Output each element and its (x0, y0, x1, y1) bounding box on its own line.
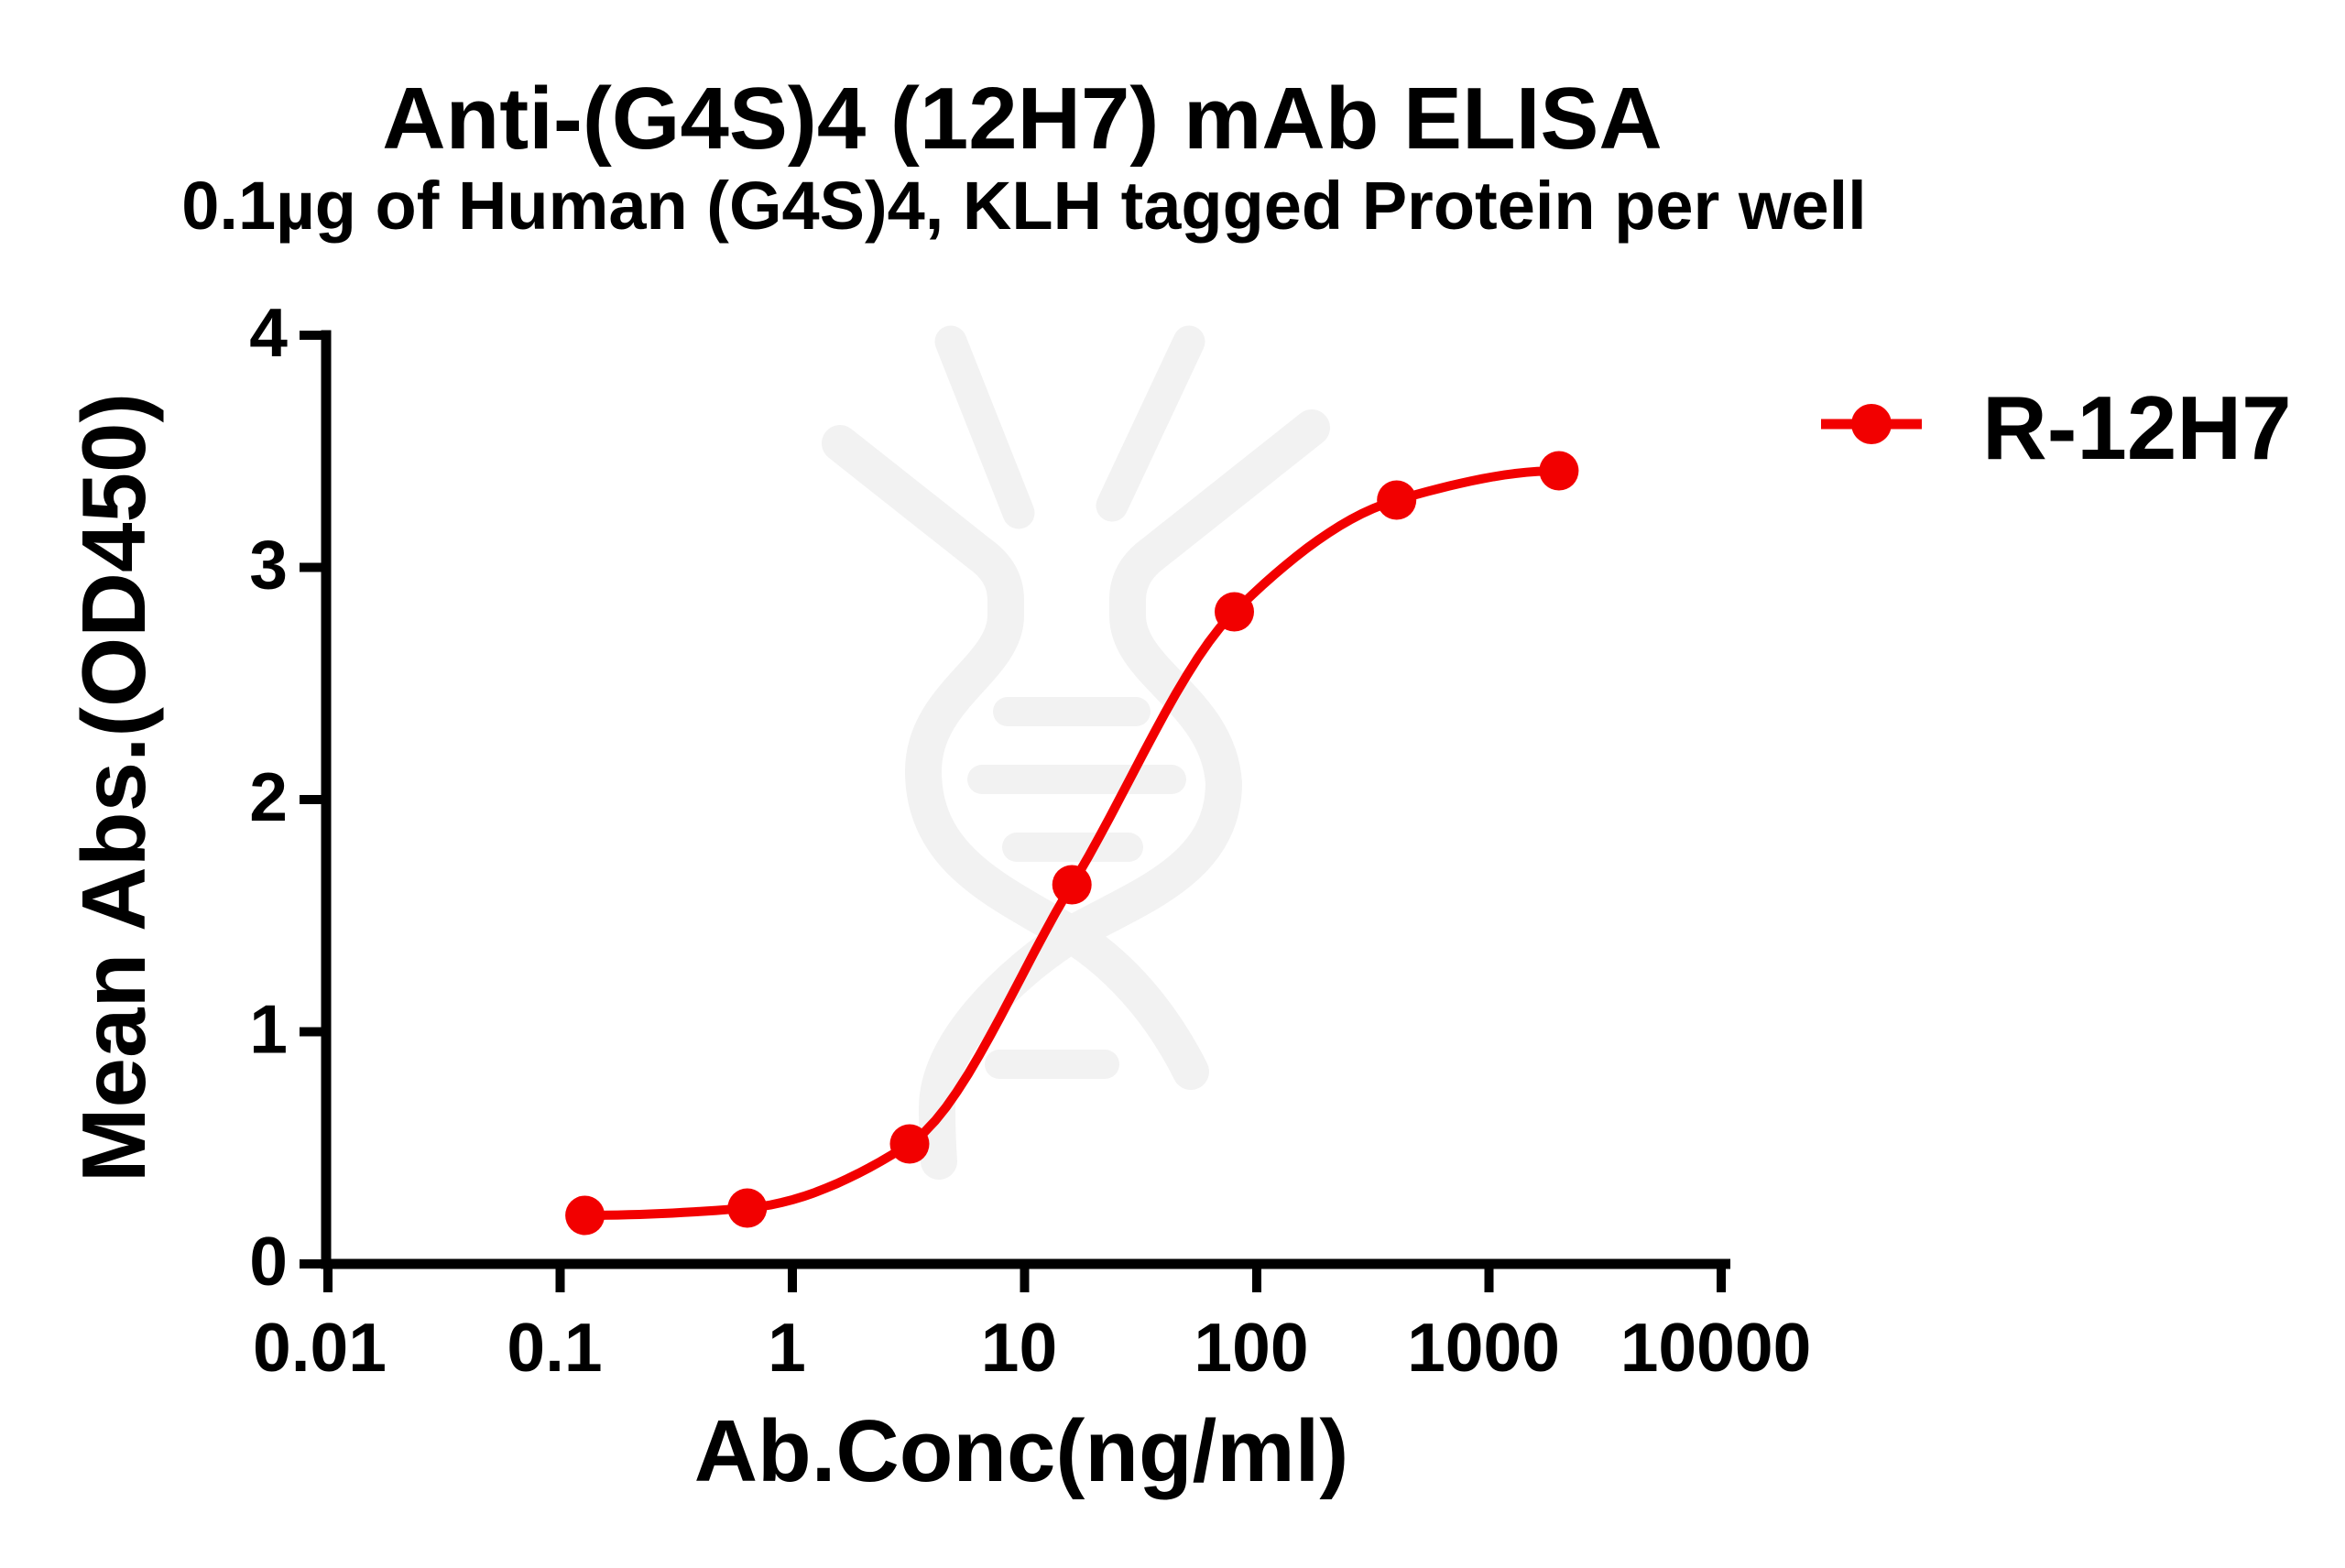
svg-text:0.1µg of Human (G4S)4, KLH tag: 0.1µg of Human (G4S)4, KLH tagged Protei… (181, 168, 1866, 244)
svg-text:0.1: 0.1 (507, 1309, 602, 1386)
svg-text:3: 3 (249, 527, 288, 604)
svg-text:2: 2 (249, 758, 288, 835)
svg-text:Ab.Conc(ng/ml): Ab.Conc(ng/ml) (694, 1402, 1349, 1500)
svg-text:0: 0 (249, 1223, 288, 1300)
svg-text:Mean Abs.(OD450): Mean Abs.(OD450) (63, 393, 164, 1182)
svg-text:1: 1 (768, 1309, 806, 1386)
svg-text:4: 4 (249, 294, 288, 371)
svg-text:Anti-(G4S)4 (12H7) mAb ELISA: Anti-(G4S)4 (12H7) mAb ELISA (382, 70, 1662, 168)
svg-text:10: 10 (981, 1309, 1057, 1386)
svg-text:R-12H7: R-12H7 (1982, 377, 2292, 478)
svg-text:100: 100 (1194, 1309, 1308, 1386)
svg-text:1000: 1000 (1407, 1309, 1560, 1386)
svg-text:0.01: 0.01 (253, 1309, 387, 1386)
svg-text:1: 1 (249, 991, 288, 1068)
svg-text:10000: 10000 (1620, 1309, 1812, 1386)
